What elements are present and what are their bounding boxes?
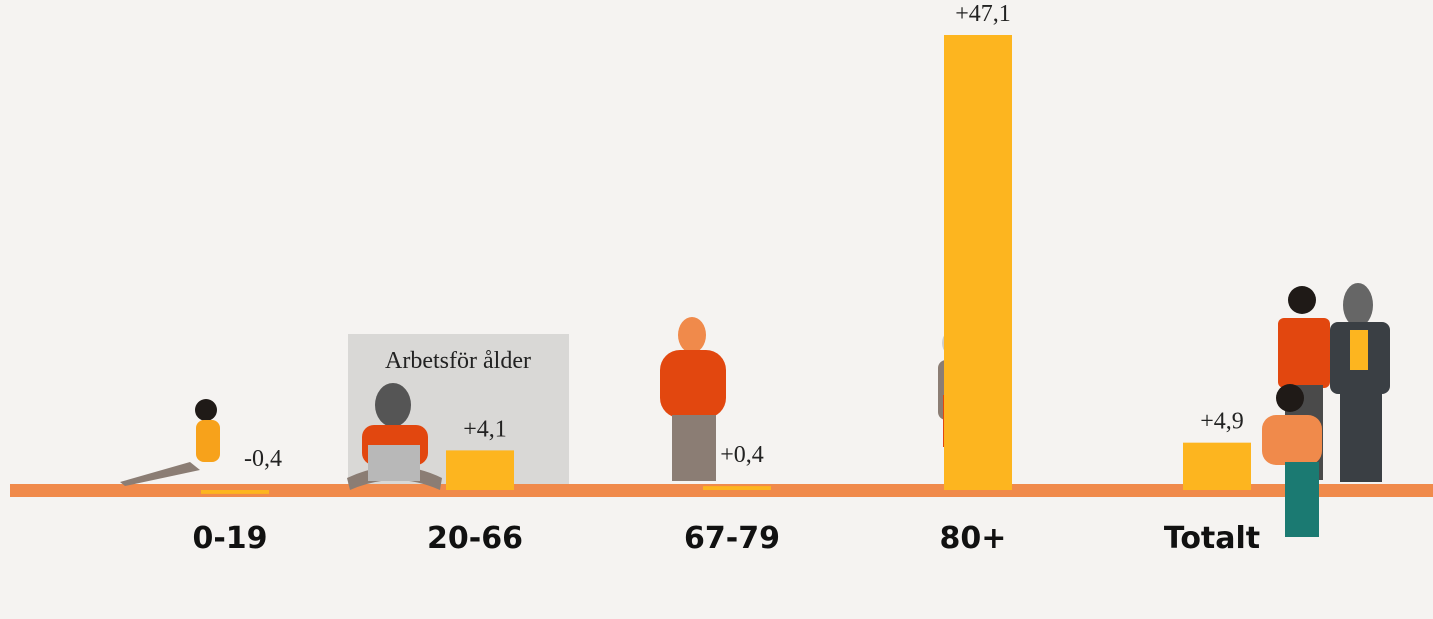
value-label: +0,4: [720, 442, 764, 468]
figure-woman: [660, 317, 726, 481]
category-label: 80+: [940, 521, 1007, 556]
category-label: Totalt: [1164, 521, 1260, 556]
value-label: -0,4: [244, 446, 282, 472]
category-label: 20-66: [427, 521, 523, 556]
bar: [446, 450, 514, 490]
bar: [703, 486, 771, 490]
annotation: Arbetsför ålder: [385, 348, 531, 374]
category-label: 0-19: [192, 521, 267, 556]
bar: [201, 490, 269, 494]
figure-laptop: [347, 383, 442, 490]
baseline: [10, 484, 1433, 497]
value-label: +47,1: [955, 1, 1011, 27]
value-label: +4,9: [1200, 409, 1244, 435]
figure-family: [1262, 283, 1390, 537]
bar: [1183, 442, 1251, 490]
category-label: 67-79: [684, 521, 780, 556]
bars: -0,4 0-19 +4,1 20-66 +0,4 67-79 +47,1 80+ +4,9 To…: [192, 1, 1260, 556]
figure-child: [120, 399, 220, 486]
value-label: +4,1: [463, 416, 507, 442]
bar: [944, 35, 1012, 490]
